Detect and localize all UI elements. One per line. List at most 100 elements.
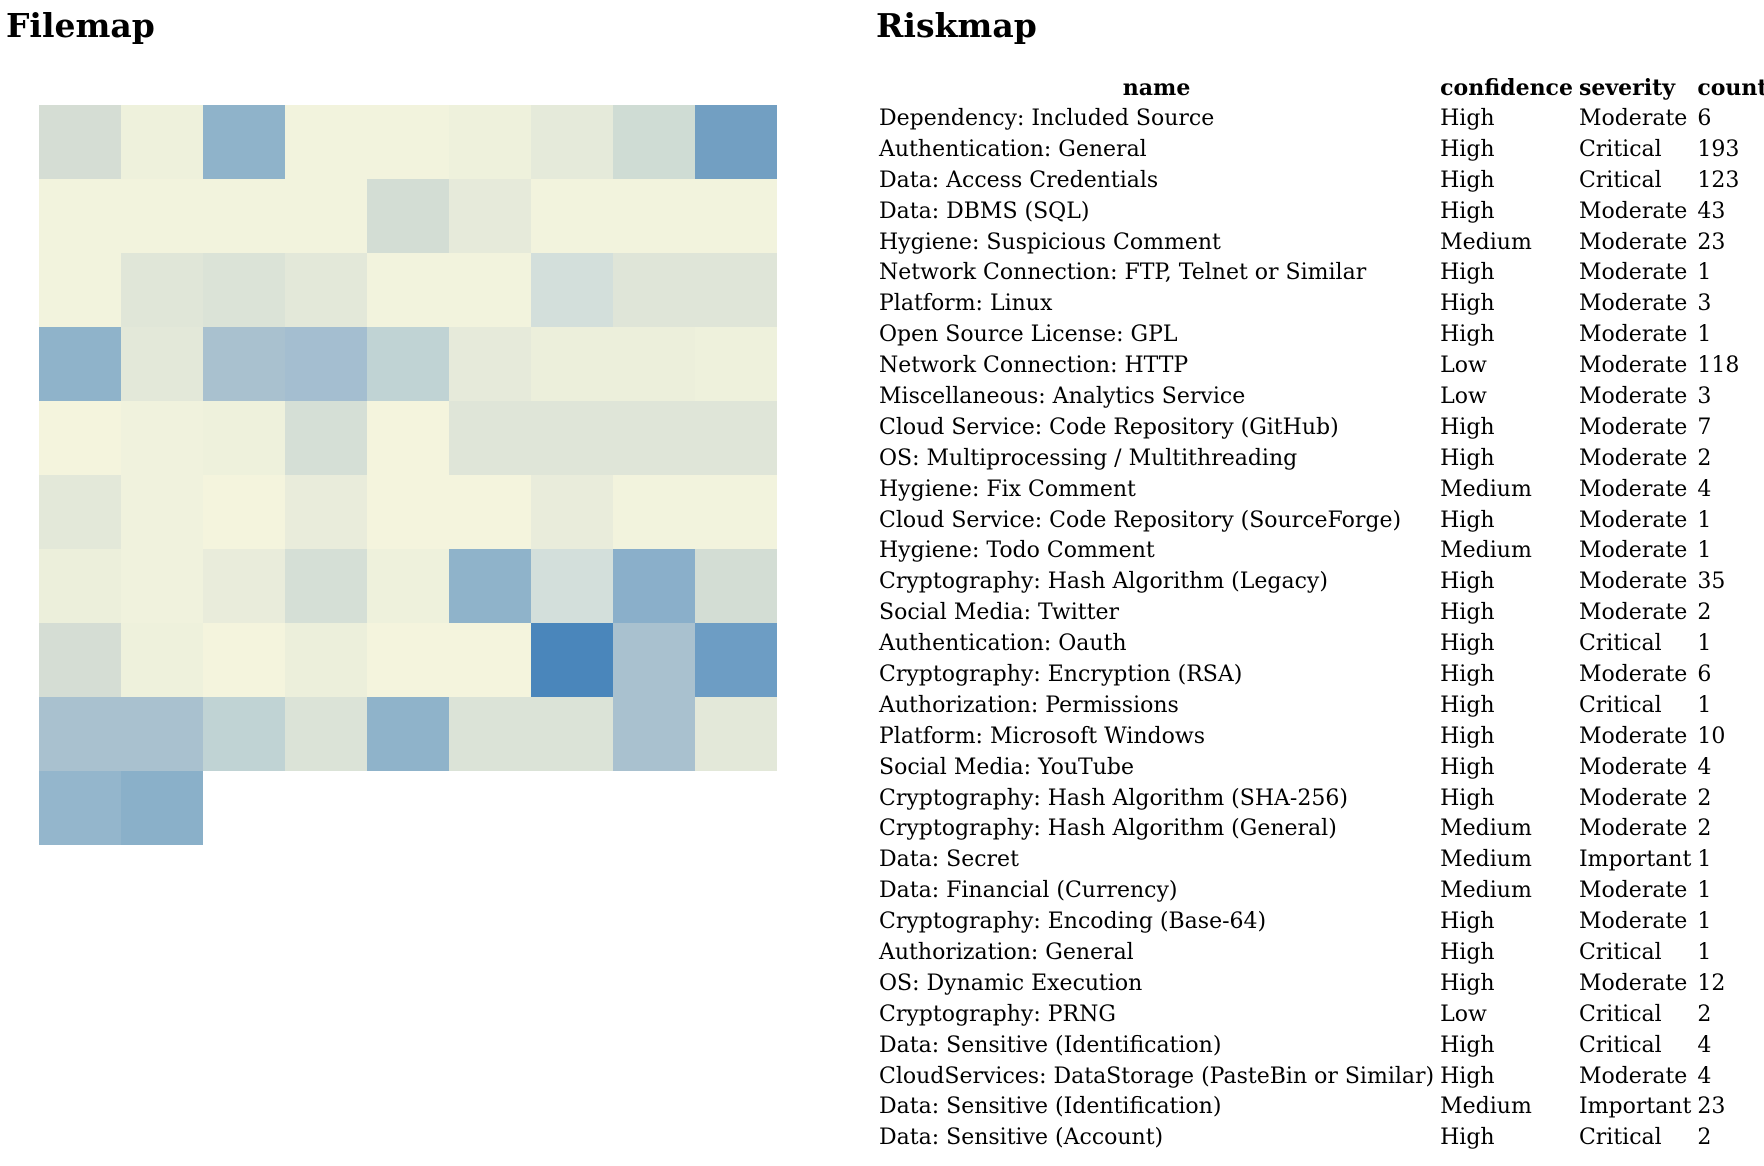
filemap-cell[interactable] xyxy=(285,401,367,475)
filemap-cell[interactable] xyxy=(695,401,777,475)
filemap-cell[interactable] xyxy=(531,179,613,253)
filemap-cell[interactable] xyxy=(121,549,203,623)
filemap-cell[interactable] xyxy=(203,623,285,697)
filemap-cell[interactable] xyxy=(367,623,449,697)
filemap-cell[interactable] xyxy=(695,179,777,253)
filemap-cell[interactable] xyxy=(285,697,367,771)
filemap-cell[interactable] xyxy=(695,253,777,327)
filemap-cell[interactable] xyxy=(285,105,367,179)
cell-confidence: High xyxy=(1440,1063,1495,1089)
header-severity[interactable]: severity xyxy=(1578,75,1676,101)
filemap-cell[interactable] xyxy=(449,475,531,549)
filemap-cell[interactable] xyxy=(39,697,121,771)
header-confidence[interactable]: confidence xyxy=(1440,75,1573,101)
filemap-cell[interactable] xyxy=(695,475,777,549)
filemap-cell[interactable] xyxy=(39,253,121,327)
filemap-cell[interactable] xyxy=(203,327,285,401)
filemap-cell[interactable] xyxy=(203,105,285,179)
cell-confidence: High xyxy=(1440,785,1495,811)
filemap-cell[interactable] xyxy=(367,697,449,771)
filemap-cell[interactable] xyxy=(367,179,449,253)
filemap-cell[interactable] xyxy=(695,549,777,623)
filemap-cell[interactable] xyxy=(531,105,613,179)
filemap-cell[interactable] xyxy=(121,475,203,549)
filemap-cell[interactable] xyxy=(367,253,449,327)
filemap-cell[interactable] xyxy=(695,697,777,771)
filemap-cell[interactable] xyxy=(367,401,449,475)
filemap-cell[interactable] xyxy=(613,253,695,327)
filemap-cell[interactable] xyxy=(531,327,613,401)
cell-severity: Moderate xyxy=(1578,445,1688,471)
filemap-cell[interactable] xyxy=(285,253,367,327)
filemap-cell[interactable] xyxy=(613,327,695,401)
filemap-cell[interactable] xyxy=(367,327,449,401)
filemap-cell[interactable] xyxy=(367,549,449,623)
filemap-cell[interactable] xyxy=(203,475,285,549)
cell-name: Network Connection: HTTP xyxy=(879,353,1189,379)
filemap-cell[interactable] xyxy=(203,549,285,623)
filemap-cell[interactable] xyxy=(531,253,613,327)
filemap-cell[interactable] xyxy=(449,401,531,475)
cell-confidence: Low xyxy=(1440,353,1487,379)
filemap-cell[interactable] xyxy=(39,549,121,623)
filemap-cell[interactable] xyxy=(285,327,367,401)
filemap-cell[interactable] xyxy=(285,179,367,253)
filemap-cell[interactable] xyxy=(613,179,695,253)
header-name[interactable]: name xyxy=(1122,75,1191,101)
filemap-cell[interactable] xyxy=(121,401,203,475)
filemap-cell[interactable] xyxy=(367,105,449,179)
filemap-cell[interactable] xyxy=(695,327,777,401)
filemap-cell[interactable] xyxy=(695,623,777,697)
filemap-cell[interactable] xyxy=(121,253,203,327)
filemap-cell[interactable] xyxy=(121,697,203,771)
filemap-cell[interactable] xyxy=(203,253,285,327)
filemap-cell[interactable] xyxy=(449,253,531,327)
filemap-cell[interactable] xyxy=(285,549,367,623)
filemap-cell[interactable] xyxy=(39,401,121,475)
filemap-cell[interactable] xyxy=(449,549,531,623)
cell-confidence: High xyxy=(1440,909,1495,935)
filemap-cell[interactable] xyxy=(449,179,531,253)
filemap-cell[interactable] xyxy=(39,179,121,253)
filemap-cell[interactable] xyxy=(449,697,531,771)
filemap-cell[interactable] xyxy=(39,327,121,401)
filemap-cell[interactable] xyxy=(613,623,695,697)
filemap-cell[interactable] xyxy=(449,623,531,697)
filemap-cell[interactable] xyxy=(121,179,203,253)
filemap-cell[interactable] xyxy=(121,105,203,179)
filemap-cell[interactable] xyxy=(613,697,695,771)
filemap-cell[interactable] xyxy=(285,623,367,697)
filemap-cell[interactable] xyxy=(613,475,695,549)
filemap-cell[interactable] xyxy=(531,475,613,549)
filemap-cell[interactable] xyxy=(531,697,613,771)
cell-severity: Moderate xyxy=(1578,785,1688,811)
filemap-cell[interactable] xyxy=(613,549,695,623)
filemap-cell[interactable] xyxy=(39,475,121,549)
filemap-cell[interactable] xyxy=(121,327,203,401)
filemap-cell[interactable] xyxy=(203,697,285,771)
table-row: Social Media: Twitter High Moderate 2 xyxy=(876,597,1764,628)
filemap-cell[interactable] xyxy=(121,771,203,845)
cell-confidence: Medium xyxy=(1440,816,1532,842)
cell-name: Cryptography: Hash Algorithm (SHA-256) xyxy=(879,785,1348,811)
header-count[interactable]: count xyxy=(1697,75,1764,101)
filemap-cell[interactable] xyxy=(531,401,613,475)
filemap-cell[interactable] xyxy=(613,401,695,475)
cell-confidence: Medium xyxy=(1440,229,1532,255)
cell-severity: Important xyxy=(1578,847,1692,873)
filemap-cell[interactable] xyxy=(531,549,613,623)
filemap-cell[interactable] xyxy=(613,105,695,179)
table-row: Data: DBMS (SQL) High Moderate 43 xyxy=(876,196,1764,227)
filemap-cell[interactable] xyxy=(531,623,613,697)
filemap-cell[interactable] xyxy=(203,179,285,253)
filemap-cell[interactable] xyxy=(367,475,449,549)
filemap-cell[interactable] xyxy=(39,771,121,845)
filemap-cell[interactable] xyxy=(695,105,777,179)
filemap-cell[interactable] xyxy=(121,623,203,697)
filemap-cell[interactable] xyxy=(203,401,285,475)
filemap-cell[interactable] xyxy=(39,623,121,697)
filemap-cell[interactable] xyxy=(449,105,531,179)
filemap-cell[interactable] xyxy=(39,105,121,179)
filemap-cell[interactable] xyxy=(449,327,531,401)
filemap-cell[interactable] xyxy=(285,475,367,549)
